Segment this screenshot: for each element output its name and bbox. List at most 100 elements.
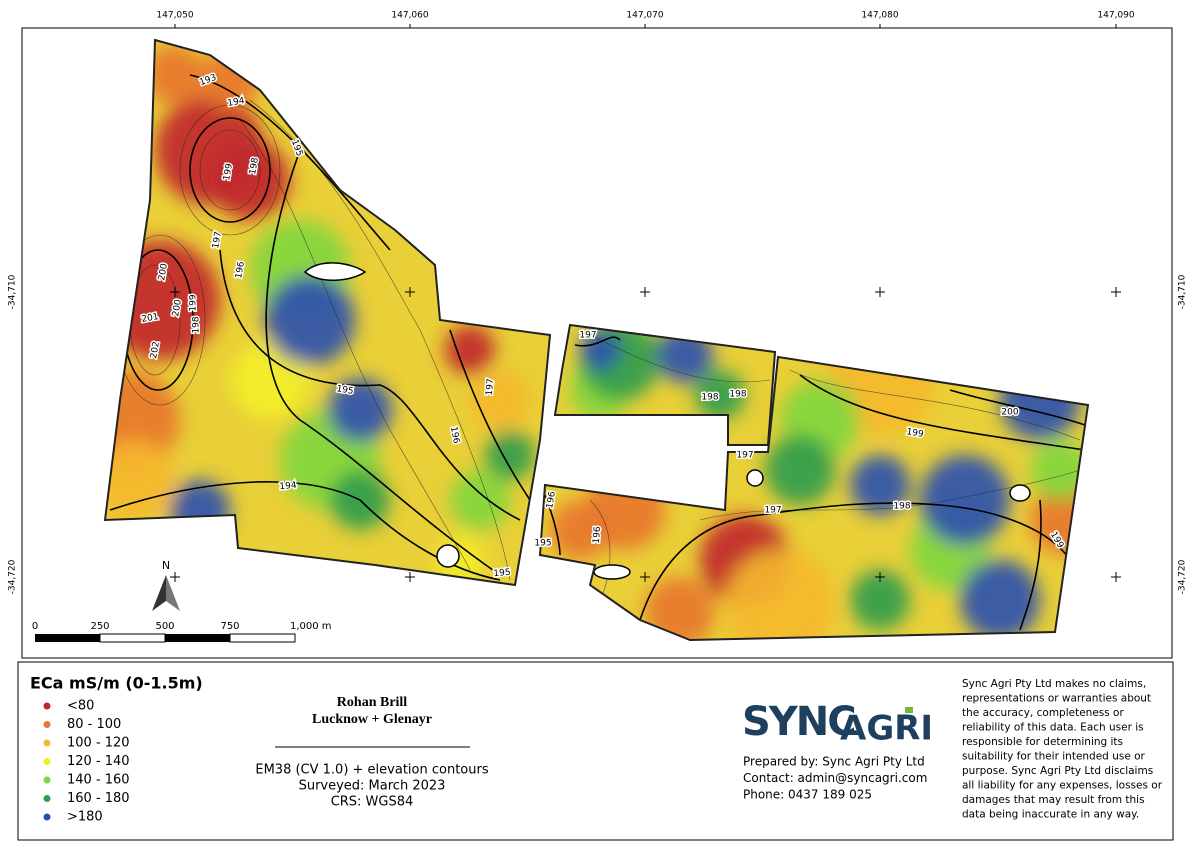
client-name: Rohan Brill [337, 695, 408, 710]
contour-label: 197 [764, 506, 781, 516]
disclaimer-line: purpose. Sync Agri Pty Ltd disclaims [962, 765, 1153, 777]
scale-label: 0 [32, 621, 38, 632]
major-contours [109, 74, 1086, 631]
scale-label: 1,000 m [290, 621, 332, 632]
info-panel [17, 661, 1174, 841]
graticule-cross [875, 287, 885, 297]
contour-label: 195 [534, 539, 551, 549]
disclaimer-line: damages that may result from this [962, 794, 1145, 806]
contour-label: 198 [729, 390, 746, 400]
scale-label: 500 [155, 621, 174, 632]
contour-label: 195 [493, 568, 511, 579]
disclaimer-line: the accuracy, completeness or [962, 707, 1124, 719]
contour-label: 200 [171, 298, 184, 317]
legend-swatch [43, 795, 51, 802]
disclaimer-line: representations or warranties about [962, 693, 1151, 705]
contact-line: Phone: 0437 189 025 [743, 788, 872, 802]
logo-sync: SYNC [742, 699, 855, 745]
scale-bar [35, 633, 296, 643]
contour-label: 194 [227, 96, 246, 109]
eca-zone [920, 455, 1010, 545]
latitude-label: -34,720 [8, 559, 18, 594]
graticule-cross [875, 572, 885, 582]
contour-label: 196 [234, 260, 247, 279]
logo-agri: AGRI [840, 709, 933, 749]
disclaimer-line: reliability of this data. Each user is [962, 722, 1144, 734]
contour-label: 198 [192, 316, 202, 333]
eca-zone [960, 560, 1040, 640]
eca-zone [850, 455, 910, 515]
graticule-cross [1111, 572, 1121, 582]
contour-label: 196 [545, 490, 558, 509]
disclaimer-line: Sync Agri Pty Ltd makes no claims, [962, 678, 1146, 690]
map-detail: EM38 (CV 1.0) + elevation contours [255, 763, 488, 778]
legend-swatch [43, 721, 51, 728]
legend-label: 120 - 140 [67, 754, 130, 769]
contour-label: 197 [485, 378, 496, 396]
legend-label: 140 - 160 [67, 773, 130, 788]
contour-label: 198 [893, 502, 910, 512]
longitude-label: 147,070 [626, 11, 663, 21]
contact-line: Contact: admin@syncagri.com [743, 771, 927, 785]
contour-label: 196 [448, 426, 461, 445]
contour-label: 198 [248, 156, 261, 175]
legend-label: 80 - 100 [67, 717, 121, 732]
eca-zone [445, 325, 495, 375]
eca-zone [695, 370, 745, 420]
map-detail: Surveyed: March 2023 [299, 779, 446, 794]
graticule-cross [170, 572, 180, 582]
contour-label: 199 [189, 294, 199, 311]
longitude-label: 147,090 [1097, 11, 1134, 21]
legend-swatch [43, 776, 51, 784]
graticule-cross [1111, 287, 1121, 297]
eca-zone [1030, 440, 1088, 500]
contact-line: Prepared by: Sync Agri Pty Ltd [743, 755, 925, 769]
contour-label: 197 [736, 451, 753, 461]
eca-zone [550, 500, 610, 560]
scale-label: 750 [220, 621, 239, 632]
eca-zone [265, 275, 355, 365]
contour-label: 199 [222, 162, 235, 181]
graticule-cross [640, 287, 650, 297]
legend-label: 100 - 120 [67, 736, 130, 751]
latitude-label: -34,710 [8, 274, 18, 309]
disclaimer-line: suitability for their intended use or [962, 751, 1146, 763]
contour-label: 197 [579, 331, 596, 341]
legend-label: 160 - 180 [67, 791, 130, 806]
eca-zone [725, 550, 835, 640]
graticule-cross [405, 287, 415, 297]
legend-title: ECa mS/m (0-1.5m) [30, 674, 203, 693]
legend-swatch [43, 758, 51, 765]
contour-label: 195 [336, 384, 355, 397]
latitude-label: -34,720 [1178, 559, 1188, 594]
contour-label: 202 [149, 341, 162, 360]
disclaimer-line: responsible for determining its [962, 736, 1123, 748]
map-detail: CRS: WGS84 [331, 795, 414, 810]
legend-swatch [43, 702, 51, 710]
eca-zone [850, 570, 910, 630]
field-boundaries [103, 38, 1090, 642]
contour-label: 197 [211, 231, 224, 250]
legend-label: >180 [67, 810, 103, 825]
eca-zone [145, 45, 205, 105]
contour-label: 200 [1001, 408, 1018, 418]
contour-label: 200 [157, 262, 170, 281]
eca-zone [328, 378, 392, 442]
eca-zone [580, 330, 620, 370]
disclaimer-line: all liability for any expenses, losses o… [962, 780, 1163, 792]
logo-accent [905, 707, 913, 713]
legend-label: <80 [67, 699, 94, 714]
longitude-label: 147,060 [391, 11, 428, 21]
longitude-label: 147,050 [156, 11, 193, 21]
contour-label: 199 [906, 427, 925, 440]
eca-zone [105, 370, 180, 470]
contour-label: 194 [279, 481, 297, 492]
graticule-cross [640, 572, 650, 582]
legend-swatch [43, 739, 51, 747]
longitude-label: 147,080 [861, 11, 898, 21]
legend-swatch [43, 813, 51, 821]
north-arrow: N [152, 559, 180, 611]
disclaimer-line: data being inaccurate in any way. [962, 809, 1139, 821]
field-holes [303, 262, 1031, 580]
